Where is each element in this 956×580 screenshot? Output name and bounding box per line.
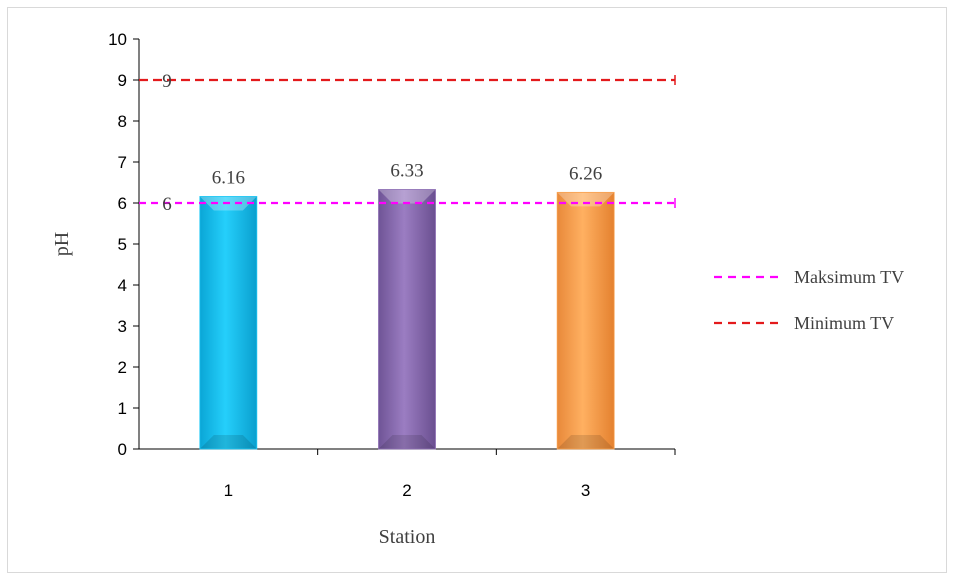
x-tick-label: 1 <box>224 481 233 500</box>
y-tick-label: 3 <box>118 317 127 336</box>
value-label-3: 6.26 <box>569 163 602 184</box>
y-tick-label: 5 <box>118 235 127 254</box>
y-tick-label: 10 <box>108 30 127 49</box>
x-axis-title: Station <box>379 526 436 548</box>
bar-bevel-bottom <box>557 435 615 449</box>
value-label-2: 6.33 <box>390 160 423 181</box>
y-tick-label: 9 <box>118 71 127 90</box>
x-tick-label: 2 <box>402 481 411 500</box>
bar-bevel-top <box>378 189 436 204</box>
bar-bevel-bottom <box>378 435 436 449</box>
reference-line-label: 9 <box>162 71 172 92</box>
y-tick-label: 2 <box>118 358 127 377</box>
x-tick-label: 3 <box>581 481 590 500</box>
bar-2 <box>378 189 436 449</box>
y-tick-label: 4 <box>118 276 127 295</box>
x-axis-ticks: 1 2 3 <box>224 449 676 500</box>
y-tick-label: 0 <box>118 440 127 459</box>
bar-1 <box>199 196 257 449</box>
y-axis-ticks: 0 1 2 3 4 5 6 7 8 9 10 <box>108 30 139 459</box>
bar-outline <box>199 196 258 450</box>
reference-line-label: 6 <box>162 194 172 215</box>
legend: Maksimum TV Minimum TV <box>714 267 904 333</box>
bar-3 <box>557 192 615 449</box>
bar-outline <box>378 189 436 450</box>
legend-label: Minimum TV <box>794 313 894 333</box>
value-label-1: 6.16 <box>212 167 245 188</box>
y-tick-label: 8 <box>118 112 127 131</box>
bar-bevel-bottom <box>199 435 257 449</box>
y-tick-label: 6 <box>118 194 127 213</box>
y-tick-label: 7 <box>118 153 127 172</box>
reference-lines: 69 <box>139 71 676 215</box>
bars: 6.16 6.33 6.26 <box>199 160 615 450</box>
legend-label: Maksimum TV <box>794 267 904 287</box>
bar-outline <box>556 191 615 450</box>
chart-frame <box>7 7 947 573</box>
y-tick-label: 1 <box>118 399 127 418</box>
y-axis-title: pH <box>51 232 73 256</box>
